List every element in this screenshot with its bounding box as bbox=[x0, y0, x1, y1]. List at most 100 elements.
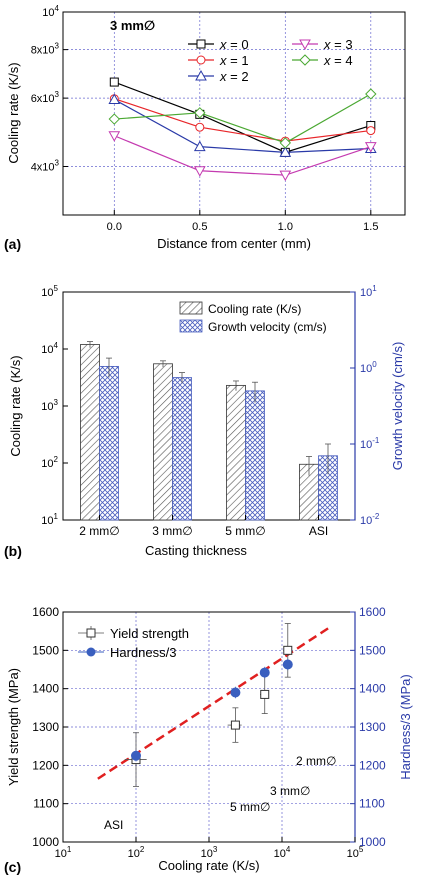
panel-c-right-tick-label: 1400 bbox=[359, 682, 386, 696]
panel-c-grid bbox=[63, 612, 355, 842]
panel-b-category-label: 3 mm∅ bbox=[152, 524, 192, 538]
panel-c-hardness-marker bbox=[131, 750, 141, 761]
panel-c-right-tick-label: 1100 bbox=[359, 797, 385, 811]
panel-a-x-tick-label: 0.5 bbox=[192, 221, 207, 233]
panel-a-legend: x = 0x = 1x = 2x = 3x = 4 bbox=[188, 37, 353, 84]
panel-c-right-axis-label: Hardness/3 (MPa) bbox=[398, 674, 413, 779]
panel-a-data-point bbox=[279, 170, 292, 182]
panel-b-right-tick-label-mantissa: 10 bbox=[360, 363, 372, 375]
panel-b-right-tick-label: 10-1 bbox=[360, 436, 380, 451]
panel-c-right-tick-label: 1200 bbox=[359, 758, 386, 772]
panel-c-legend-label: Hardness/3 bbox=[110, 645, 176, 660]
panel-a-y-tick-label: 8x103 bbox=[31, 42, 60, 57]
panel-a-legend-var: x bbox=[219, 37, 227, 52]
panel-a-legend-var: x bbox=[219, 69, 227, 84]
panel-b-left-tick-label: 105 bbox=[41, 284, 58, 299]
panel-b-right-tick-label-mantissa: 10 bbox=[360, 439, 372, 451]
panel-c-annotation: 3 mm∅ bbox=[270, 784, 310, 798]
panel-c-left-tick-label: 1500 bbox=[32, 643, 59, 657]
panel-c-left-tick-label: 1600 bbox=[32, 605, 59, 619]
panel-c-x-tick-label: 104 bbox=[274, 845, 291, 860]
panel-a-series-line bbox=[114, 81, 371, 153]
panel-a-legend-item: x = 1 bbox=[188, 53, 249, 68]
panel-c-x-tick-label-mantissa: 10 bbox=[128, 848, 140, 860]
panel-c-points bbox=[124, 623, 293, 787]
panel-b-left-tick-label-exponent: 4 bbox=[54, 341, 59, 350]
panel-c-annotation: 5 mm∅ bbox=[230, 800, 270, 814]
panel-b-legend-swatch bbox=[179, 319, 203, 333]
panel-c-annotation: 2 mm∅ bbox=[296, 754, 336, 768]
panel-c-x-tick-label: 103 bbox=[201, 845, 218, 860]
panel-b-left-tick-label: 101 bbox=[41, 512, 58, 527]
panel-b-left-tick-label: 103 bbox=[41, 398, 58, 413]
panel-b-right-tick-label-exponent: 1 bbox=[372, 284, 377, 293]
panel-c-annotations: 2 mm∅ 3 mm∅5 mm∅ ASI bbox=[104, 754, 336, 832]
panel-b-bar bbox=[80, 344, 100, 521]
panel-b-x-axis-label: Casting thickness bbox=[145, 543, 247, 558]
panel-a-y-axis-label: Cooling rate (K/s) bbox=[6, 62, 21, 163]
panel-c-hardness-marker bbox=[230, 687, 241, 698]
panel-a-legend-marker bbox=[196, 55, 206, 65]
panel-a-x-tick-label: 1.0 bbox=[278, 221, 293, 233]
panel-b-left-tick-label-mantissa: 10 bbox=[41, 401, 53, 413]
panel-b-bar bbox=[245, 390, 265, 521]
panel-a-x-tick-label: 0.0 bbox=[107, 221, 122, 233]
panel-a-x-ticks: 0.0 0.5 1.0 1.5 bbox=[107, 210, 378, 233]
panel-b-bar bbox=[99, 365, 119, 521]
panel-b-left-tick-label-exponent: 1 bbox=[54, 512, 59, 521]
panel-a-data-point bbox=[108, 93, 121, 105]
panel-b-bar bbox=[226, 384, 246, 521]
panel-b-x-ticks: 2 mm∅ 3 mm∅ 5 mm∅ ASI bbox=[79, 515, 328, 538]
panel-c-yield-point bbox=[227, 707, 242, 743]
panel-c-x-ticks: 101 102 103 104 105 bbox=[55, 837, 364, 860]
panel-a-data-point bbox=[194, 107, 206, 119]
panel-b-right-tick-label-exponent: -1 bbox=[372, 436, 380, 445]
panel-c-annotation: ASI bbox=[104, 818, 123, 832]
panel-c-x-tick-label-mantissa: 10 bbox=[274, 848, 286, 860]
panel-c-right-tick-label: 1600 bbox=[359, 605, 386, 619]
panel-a-legend-label: x = 4 bbox=[323, 53, 353, 68]
panel-b-bar bbox=[172, 377, 192, 521]
panel-c-hardness-marker bbox=[282, 659, 293, 670]
panel-c-right-tick-label: 1500 bbox=[359, 643, 386, 657]
panel-a-series-0 bbox=[109, 77, 376, 157]
panel-a-legend-item: x = 0 bbox=[188, 37, 249, 52]
panel-a-series-line bbox=[114, 98, 371, 142]
panel-c-x-tick-label: 102 bbox=[128, 845, 145, 860]
panel-a-data-point bbox=[364, 142, 377, 153]
panel-a-data-point bbox=[279, 146, 292, 157]
panel-c-x-tick-label: 105 bbox=[347, 845, 364, 860]
panel-c-legend: Yield strength Hardness/3 bbox=[78, 626, 189, 660]
panel-a-y-tick-label-mantissa: 6x10 bbox=[31, 93, 55, 105]
panel-c-x-tick-label-exponent: 5 bbox=[359, 845, 364, 854]
panel-a-annotation: 3 mm∅ bbox=[110, 18, 155, 33]
panel-c-x-tick-label-exponent: 4 bbox=[286, 845, 291, 854]
panel-c-x-tick-label-mantissa: 10 bbox=[347, 848, 359, 860]
panel-b-category-label: ASI bbox=[309, 524, 328, 538]
panel-a-legend-item: x = 2 bbox=[188, 69, 249, 84]
panel-c-hardness-point bbox=[131, 750, 141, 762]
panel-b-left-tick-label: 102 bbox=[41, 455, 58, 470]
panel-a-legend-label: x = 1 bbox=[219, 53, 249, 68]
panel-a-plot-frame bbox=[62, 11, 406, 216]
panel-c-right-tick-label: 1000 bbox=[359, 835, 386, 849]
panel-a-series-line bbox=[114, 135, 371, 176]
panel-c-y-axis-label: Yield strength (MPa) bbox=[6, 668, 21, 786]
panel-c-yield-marker bbox=[260, 689, 270, 699]
panel-a-data-point bbox=[108, 113, 121, 125]
panel-b-bars bbox=[80, 341, 338, 521]
panel-a-legend-var: x bbox=[219, 53, 227, 68]
panel-b-label: (b) bbox=[4, 543, 22, 559]
panel-c-hardness-point bbox=[282, 658, 293, 671]
panel-b-legend: Cooling rate (K/s) Growth velocity (cm/s) bbox=[179, 301, 327, 334]
panel-b-left-tick-label: 104 bbox=[41, 341, 58, 356]
panel-b-left-tick-label-mantissa: 10 bbox=[41, 458, 53, 470]
panel-c-left-ticks: 1000 1100 1200 1300 1400 1500 1600 bbox=[32, 605, 68, 849]
panel-c-legend-label: Yield strength bbox=[110, 626, 189, 641]
panel-a-y-tick-label-exponent: 3 bbox=[55, 42, 60, 51]
